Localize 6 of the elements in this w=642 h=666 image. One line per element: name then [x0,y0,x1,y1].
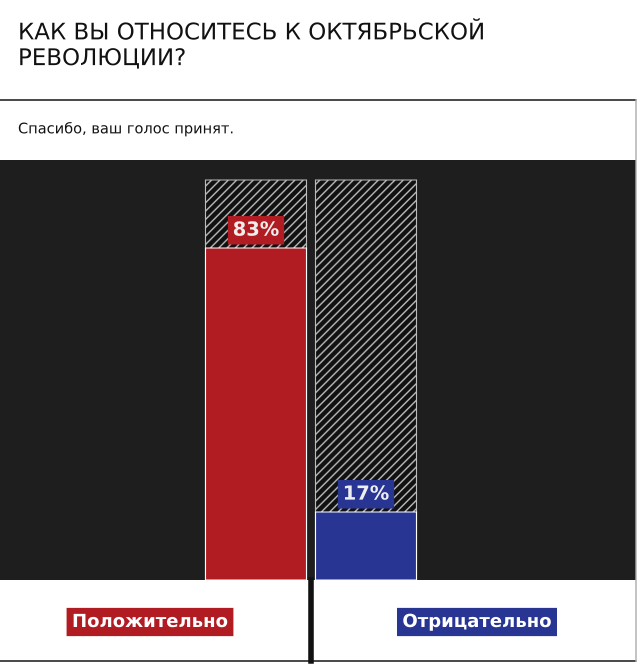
data-label: 83% [234,221,279,236]
x-tick-label: Отрицательно [403,614,551,631]
chart-subtitle: Спасибо, ваш голос принят. [18,122,232,136]
data-label: 17% [344,485,389,500]
chart-title: КАК ВЫ ОТНОСИТЕСЬ К ОКТЯБРЬСКОЙ РЕВОЛЮЦИИ? [20,18,483,69]
x-tick-label: Положительно [74,614,228,628]
